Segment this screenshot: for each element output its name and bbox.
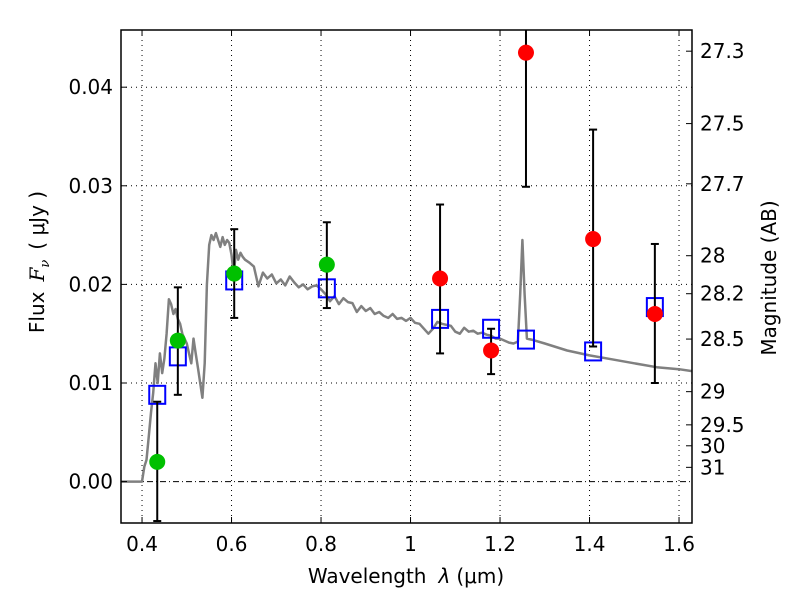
y2-tick-label: 29.5 [700, 413, 745, 437]
y2-tick-label: 27.3 [700, 39, 745, 63]
y2-tick-label: 29 [700, 380, 725, 404]
x-tick-label: 1.6 [663, 532, 695, 556]
model-photometry-square [516, 329, 535, 350]
y2-tick-label: 30 [700, 434, 725, 458]
red-data-point [517, 44, 534, 61]
x-axis-label-symbol: λ [438, 564, 451, 588]
green-data-point [318, 256, 335, 273]
y2-tick-label: 27.5 [700, 112, 745, 136]
x-tick-label: 0.8 [305, 532, 337, 556]
y2-tick-label: 28.5 [700, 327, 745, 351]
y-axis-label-unit: ( μJy ) [25, 191, 49, 250]
x-axis-label: Wavelength λ (μm) [308, 564, 504, 588]
y-axis-label-symbol: F [25, 267, 49, 283]
grid [121, 30, 692, 523]
x-axis-label-unit: (μm) [456, 564, 504, 588]
y2-tick-label: 27.7 [700, 172, 745, 196]
plot-frame [120, 29, 693, 524]
y-axis-label-text: Flux [25, 291, 49, 333]
x-tick-label: 1.2 [484, 532, 516, 556]
y2-axis-label: Magnitude (AB) [757, 200, 781, 355]
red-data-point [585, 231, 602, 248]
y-tick-label: 0.04 [68, 75, 113, 99]
y2-tick-label: 28.2 [700, 282, 745, 306]
x-tick-label: 1 [404, 532, 417, 556]
y-tick-label: 0.02 [68, 272, 113, 296]
green-data-point [169, 332, 186, 349]
errorbar-layer [149, 30, 663, 523]
green-data-point [149, 453, 166, 470]
red-data-point [483, 342, 500, 359]
red-data-point [646, 305, 663, 322]
y-tick-label: 0.01 [68, 371, 113, 395]
y2-tick-label: 31 [700, 455, 725, 479]
x-axis-label-text: Wavelength [308, 564, 427, 588]
x-tick-label: 0.4 [126, 532, 158, 556]
y2-tick-label: 28 [700, 244, 725, 268]
y-axis-label-subscript: ν [38, 260, 53, 268]
x-tick-label: 0.6 [216, 532, 248, 556]
green-data-point [226, 265, 243, 282]
y-tick-label: 0.03 [68, 174, 113, 198]
y-tick-label: 0.00 [68, 470, 113, 494]
red-data-point [432, 270, 449, 287]
ticks: 0.4 0.6 0.8 1 1.2 1.4 1.6 0.00 0.01 0.02 0.03 0.04 2… [68, 30, 745, 556]
y-axis-label: Flux Fν ( μJy ) [25, 191, 53, 333]
x-tick-label: 1.4 [574, 532, 606, 556]
